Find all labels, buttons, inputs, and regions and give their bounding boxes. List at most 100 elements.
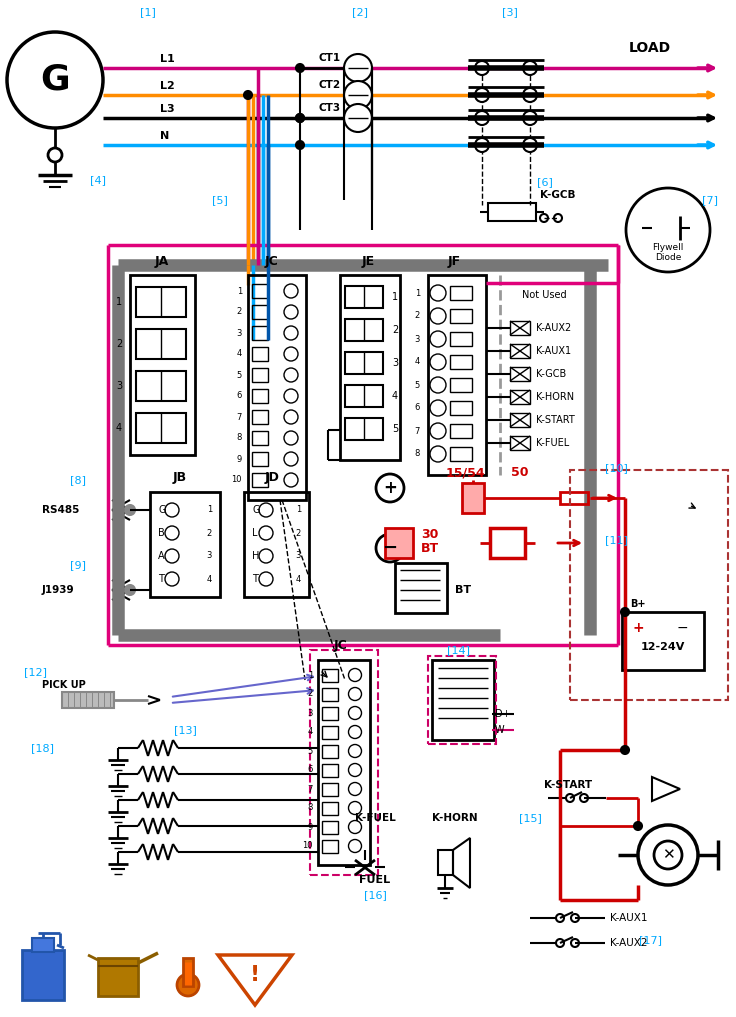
Text: 3: 3 <box>414 335 420 344</box>
Text: LOAD: LOAD <box>629 41 671 55</box>
Text: [15]: [15] <box>519 813 542 823</box>
Text: 5: 5 <box>392 424 398 434</box>
Bar <box>252 410 268 424</box>
Circle shape <box>125 505 135 515</box>
Circle shape <box>344 81 372 109</box>
Circle shape <box>634 822 642 830</box>
Text: 2: 2 <box>296 529 301 538</box>
Text: !: ! <box>250 965 260 985</box>
Text: BT: BT <box>455 585 471 595</box>
Bar <box>322 821 338 834</box>
Text: 7: 7 <box>414 426 420 435</box>
Circle shape <box>638 825 698 885</box>
Text: 1: 1 <box>237 287 242 296</box>
Bar <box>322 802 338 815</box>
Text: K-HORN: K-HORN <box>536 392 574 402</box>
Circle shape <box>571 939 579 947</box>
Circle shape <box>376 474 404 502</box>
Bar <box>310 650 378 875</box>
Bar <box>510 413 530 427</box>
Bar <box>345 319 383 341</box>
Text: 4: 4 <box>392 391 398 401</box>
Circle shape <box>284 368 298 382</box>
Text: [12]: [12] <box>24 667 46 677</box>
Text: 5: 5 <box>415 380 420 390</box>
Bar <box>340 275 400 460</box>
Text: [3]: [3] <box>502 7 518 17</box>
Text: 4: 4 <box>237 350 242 359</box>
Text: 7: 7 <box>237 413 242 421</box>
Circle shape <box>296 114 304 122</box>
Text: 1: 1 <box>296 505 301 515</box>
Circle shape <box>296 64 304 72</box>
Circle shape <box>165 526 179 540</box>
Circle shape <box>284 326 298 340</box>
Bar <box>322 840 338 853</box>
Circle shape <box>571 914 579 922</box>
Bar <box>560 492 588 504</box>
Circle shape <box>177 974 199 996</box>
Text: +: + <box>383 479 397 497</box>
Text: 10: 10 <box>232 476 242 484</box>
Text: 6: 6 <box>414 404 420 413</box>
Bar <box>488 203 536 221</box>
Circle shape <box>165 572 179 586</box>
Text: G: G <box>158 505 166 515</box>
Bar <box>252 284 268 298</box>
Bar <box>432 660 494 740</box>
Text: [4]: [4] <box>90 175 106 185</box>
Bar <box>322 783 338 796</box>
Bar <box>136 371 186 401</box>
Circle shape <box>284 473 298 487</box>
Text: [8]: [8] <box>70 475 86 485</box>
Text: J1939: J1939 <box>42 585 74 595</box>
Text: JC: JC <box>333 640 347 653</box>
Text: K-FUEL: K-FUEL <box>536 438 569 448</box>
Circle shape <box>556 914 564 922</box>
Text: 2: 2 <box>207 529 212 538</box>
Text: Flywell: Flywell <box>652 243 684 252</box>
Circle shape <box>626 188 710 272</box>
Circle shape <box>430 423 446 439</box>
Bar <box>252 305 268 319</box>
Text: 7: 7 <box>308 784 313 793</box>
Text: 1: 1 <box>116 297 122 307</box>
Bar <box>462 483 484 513</box>
Text: D+: D+ <box>495 709 511 719</box>
Text: G: G <box>40 63 70 97</box>
Text: H: H <box>252 551 259 561</box>
Text: 10: 10 <box>302 841 313 850</box>
Bar <box>345 286 383 308</box>
Text: [11]: [11] <box>604 535 627 545</box>
Circle shape <box>654 841 682 869</box>
Text: K-GCB: K-GCB <box>540 190 576 200</box>
Bar <box>570 470 728 700</box>
Text: 50: 50 <box>512 467 528 479</box>
Circle shape <box>523 88 537 102</box>
Bar <box>252 452 268 466</box>
Text: 2: 2 <box>415 311 420 320</box>
Bar <box>322 745 338 758</box>
Circle shape <box>125 585 135 595</box>
Circle shape <box>540 214 548 222</box>
Text: Not Used: Not Used <box>522 290 567 300</box>
Circle shape <box>430 308 446 324</box>
Text: 15/54: 15/54 <box>445 467 485 479</box>
Bar <box>428 656 496 744</box>
Circle shape <box>430 285 446 301</box>
Bar <box>450 424 472 438</box>
Bar <box>450 309 472 323</box>
Text: 3: 3 <box>308 709 313 718</box>
Text: CT2: CT2 <box>319 80 341 89</box>
Text: K-HORN: K-HORN <box>432 813 478 823</box>
Text: RS485: RS485 <box>42 505 79 515</box>
Text: 4: 4 <box>207 575 212 584</box>
Text: +: + <box>632 621 644 635</box>
Circle shape <box>475 88 489 102</box>
Bar <box>345 352 383 374</box>
Text: [17]: [17] <box>639 935 662 945</box>
Bar <box>22 950 64 1000</box>
Text: 8: 8 <box>414 450 420 459</box>
Bar <box>183 958 193 986</box>
Text: 5: 5 <box>308 746 313 756</box>
